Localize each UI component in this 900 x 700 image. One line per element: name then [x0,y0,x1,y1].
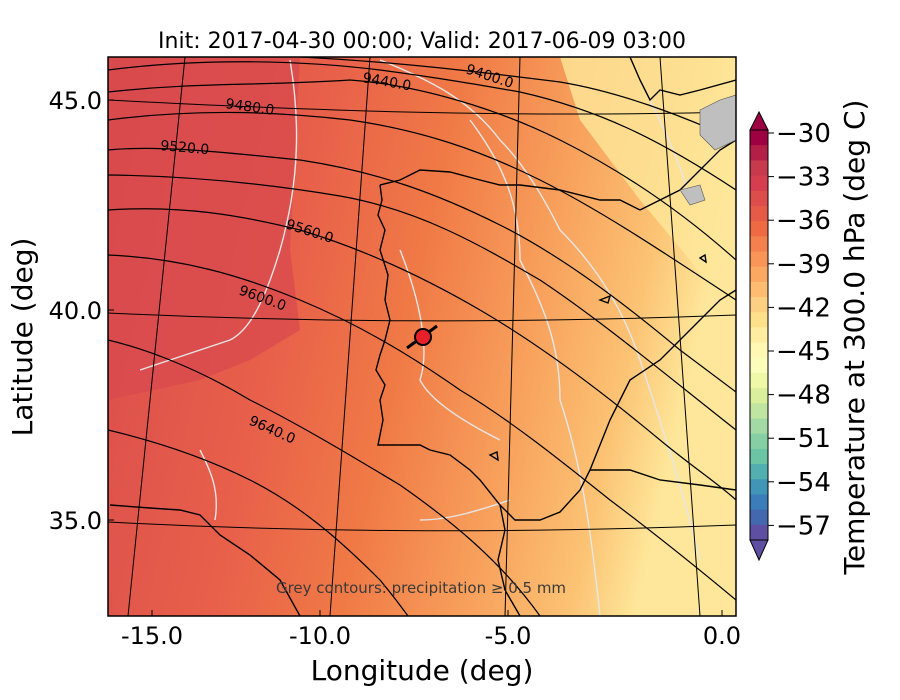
colorbar-swatch [750,175,768,192]
colorbar: −30 −33 −36 −39 −42 −45 −48 −51 −54 −57 Temperatu… [749,100,871,576]
contour-label-9520: 9520.0 [160,138,210,158]
colorbar-swatch [750,418,768,435]
colorbar-swatch [750,221,768,237]
colorbar-swatch [750,433,768,450]
graticule [108,57,736,616]
x-tick-label: -10.0 [289,622,351,650]
colorbar-swatch [750,479,768,495]
colorbar-tick-label: −30 [776,119,831,149]
colorbar-tick-label: −51 [776,424,831,454]
colorbar-swatch [750,494,768,511]
colorbar-swatch [750,236,768,252]
map-frame [107,56,737,617]
colorbar-tick-label: −48 [776,381,831,411]
colorbar-swatch [750,297,768,313]
x-axis: -15.0 -10.0 -5.0 0.0 Longitude (deg) [121,610,741,687]
colorbar-tick-label: −39 [776,250,831,280]
x-axis-label: Longitude (deg) [311,654,534,687]
colorbar-tick-label: −57 [776,511,831,541]
y-tick-label: 45.0 [49,87,102,115]
map-panel: 9400.0 9440.0 9480.0 9520.0 9560.0 9600.… [108,57,736,616]
x-tick-label: 0.0 [703,622,741,650]
colorbar-extend-bottom [749,539,769,562]
y-tick-label: 40.0 [49,297,102,325]
colorbar-swatch [750,448,768,465]
x-tick-label: -5.0 [485,622,532,650]
colorbar-swatch [750,372,768,389]
y-axis: 45.0 40.0 35.0 Latitude (deg) [6,87,114,535]
colorbar-tick-label: −42 [776,293,831,323]
colorbar-ticks: −30 −33 −36 −39 −42 −45 −48 −51 −54 −57 [768,119,831,541]
colorbar-swatch [750,403,768,420]
location-marker [406,324,438,350]
colorbar-swatch [750,190,768,207]
colorbar-label: Temperature at 300.0 hPa (deg C) [838,100,871,576]
colorbar-swatch [750,342,768,359]
cool-region [560,57,736,320]
y-tick-label: 35.0 [49,507,102,535]
colorbar-swatch [750,464,768,480]
x-tick-label: -15.0 [121,622,183,650]
contour-label-9480: 9480.0 [224,96,275,119]
colorbar-swatch [750,388,768,404]
colorbar-tick-label: −36 [776,206,831,236]
colorbar-swatch [750,524,768,541]
colorbar-swatch [750,312,768,328]
colorbar-swatch [750,357,768,374]
coastlines [109,57,736,616]
terrain-patch [679,94,736,206]
precipitation-annotation: Grey contours: precipitation ≥ 0.5 mm [276,579,566,597]
colorbar-swatch [750,205,768,222]
colorbar-swatch [750,327,768,344]
warm-region [108,57,300,400]
height-contours [108,57,736,616]
colorbar-tick-label: −54 [776,468,831,498]
y-axis-label: Latitude (deg) [6,238,39,437]
colorbar-swatch [750,509,768,526]
colorbar-swatch [750,266,768,283]
colorbar-swatches [749,110,769,562]
plot-title: Init: 2017-04-30 00:00; Valid: 2017-06-0… [158,29,686,54]
colorbar-swatch [750,251,768,268]
colorbar-extend-top [749,110,769,131]
colorbar-swatch [750,130,768,146]
colorbar-tick-label: −33 [776,163,831,193]
colorbar-swatch [750,160,768,177]
colorbar-frame [749,129,769,541]
colorbar-swatch [750,281,768,298]
colorbar-swatch [750,145,768,161]
colorbar-tick-label: −45 [776,337,831,367]
